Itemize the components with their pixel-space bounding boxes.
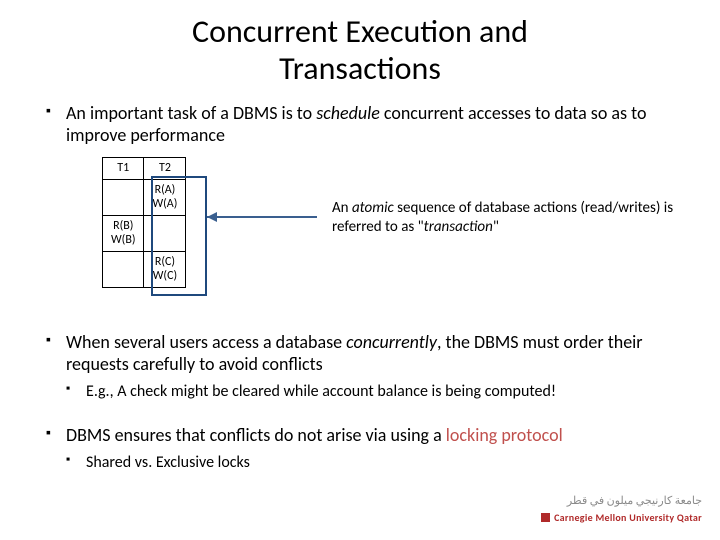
logo-english-row: Carnegie Mellon University Qatar [541, 507, 702, 526]
cell-2-1: R(B)W(B) [103, 215, 144, 251]
slide-title: Concurrent Execution and Transactions [0, 0, 720, 88]
title-line-1: Concurrent Execution and [192, 12, 528, 51]
university-logo: جامعة كارنيجي ميلون في قطر Carnegie Mell… [541, 494, 702, 526]
bullet-3-pre: DBMS ensures that conflicts do not arise… [66, 424, 446, 446]
th-t1: T1 [103, 157, 144, 179]
title-line-2: Transactions [279, 49, 441, 88]
annotation-arrow [207, 202, 327, 232]
bullet-3-sub: Shared vs. Exclusive locks [66, 453, 690, 474]
schedule-diagram: T1 T2 R(A)W(A) R(B)W(B) R(C)W(C) [102, 157, 690, 317]
annot-end: " [493, 218, 499, 236]
bullet-3: DBMS ensures that conflicts do not arise… [46, 424, 690, 473]
annotation-text: An atomic sequence of database actions (… [332, 199, 712, 238]
logo-square-icon [541, 513, 550, 522]
bullet-2-pre: When several users access a database [66, 331, 346, 353]
annot-term: transaction [424, 218, 493, 236]
t2-highlight-box [151, 176, 207, 296]
annot-italic: atomic [352, 199, 394, 217]
slide-content: An important task of a DBMS is to schedu… [0, 88, 720, 474]
cell-1-1 [103, 179, 144, 215]
bullet-2-italic: concurrently [346, 331, 437, 353]
annot-pre: An [332, 199, 352, 217]
bullet-3-accent: locking protocol [446, 424, 563, 446]
bullet-2-sub: E.g., A check might be cleared while acc… [66, 382, 690, 403]
logo-arabic: جامعة كارنيجي ميلون في قطر [541, 494, 702, 507]
bullet-1-pre: An important task of a DBMS is to [66, 102, 316, 124]
logo-english: Carnegie Mellon University Qatar [554, 511, 702, 524]
bullet-1-italic: schedule [316, 102, 380, 124]
cell-3-1 [103, 251, 144, 287]
bullet-1: An important task of a DBMS is to schedu… [46, 102, 690, 317]
bullet-2: When several users access a database con… [46, 331, 690, 403]
